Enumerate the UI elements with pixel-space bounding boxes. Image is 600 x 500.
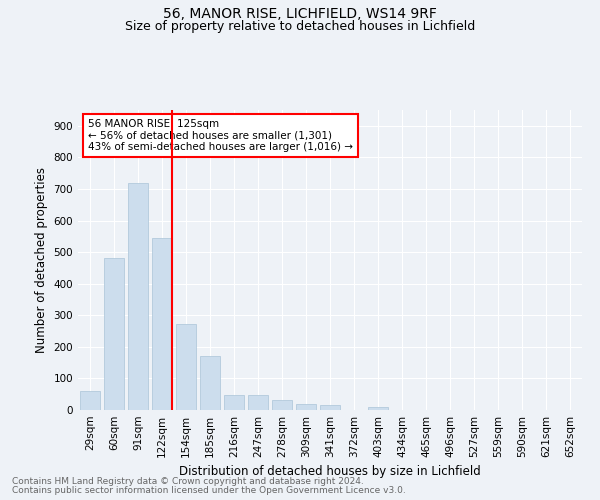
Bar [152, 238, 172, 410]
Text: 56 MANOR RISE: 125sqm
← 56% of detached houses are smaller (1,301)
43% of semi-d: 56 MANOR RISE: 125sqm ← 56% of detached … [88, 119, 353, 152]
Text: Size of property relative to detached houses in Lichfield: Size of property relative to detached ho… [125, 20, 475, 33]
X-axis label: Distribution of detached houses by size in Lichfield: Distribution of detached houses by size … [179, 466, 481, 478]
Y-axis label: Number of detached properties: Number of detached properties [35, 167, 48, 353]
Bar [80, 391, 100, 410]
Bar [176, 324, 196, 410]
Text: Contains HM Land Registry data © Crown copyright and database right 2024.: Contains HM Land Registry data © Crown c… [12, 477, 364, 486]
Text: 56, MANOR RISE, LICHFIELD, WS14 9RF: 56, MANOR RISE, LICHFIELD, WS14 9RF [163, 8, 437, 22]
Bar [296, 404, 316, 410]
Bar [224, 395, 244, 410]
Bar [128, 184, 148, 410]
Bar [320, 406, 340, 410]
Bar [248, 395, 268, 410]
Bar [104, 258, 124, 410]
Text: Contains public sector information licensed under the Open Government Licence v3: Contains public sector information licen… [12, 486, 406, 495]
Bar [272, 400, 292, 410]
Bar [200, 356, 220, 410]
Bar [368, 408, 388, 410]
